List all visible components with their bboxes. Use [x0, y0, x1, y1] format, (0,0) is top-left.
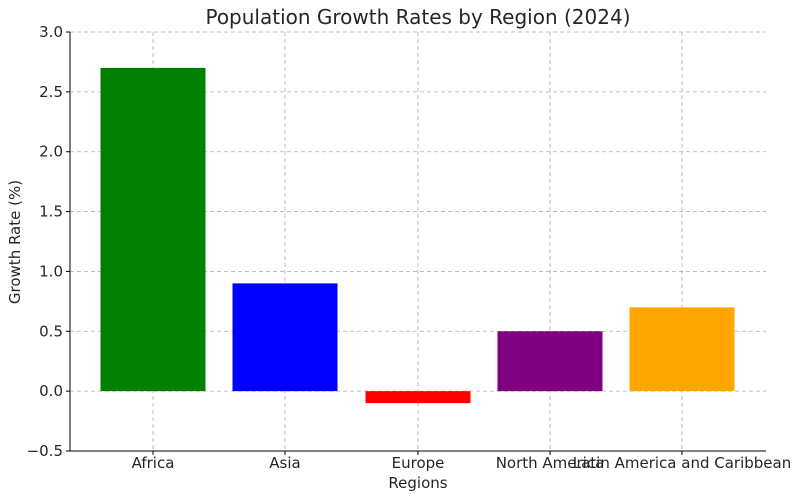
bar-europe: [365, 391, 471, 404]
bar-africa: [100, 67, 206, 392]
y-tick-label: 0.0: [39, 382, 63, 400]
x-tick-label: Latin America and Caribbean: [573, 454, 791, 472]
ticks: −0.5 0.0 0.5 1.0 1.5 2.0 2.5 3.0 Africa Asia Europ…: [27, 23, 792, 472]
x-tick-label: Europe: [392, 454, 445, 472]
y-tick-label: 0.5: [39, 322, 63, 340]
bar-latin-america-and-caribbean: [629, 307, 735, 392]
y-tick-label: 1.5: [39, 203, 63, 221]
x-axis-label: Regions: [388, 474, 447, 492]
bar-north-america: [497, 331, 603, 392]
bars: [100, 67, 735, 404]
y-axis-label: Growth Rate (%): [6, 180, 24, 304]
x-tick-label: Asia: [269, 454, 300, 472]
y-tick-label: 2.0: [39, 143, 63, 161]
bar-asia: [232, 283, 338, 392]
y-tick-label: 2.5: [39, 83, 63, 101]
y-tick-label: 1.0: [39, 262, 63, 280]
x-tick-label: Africa: [132, 454, 175, 472]
x-tick-label: North America: [496, 454, 605, 472]
chart-title: Population Growth Rates by Region (2024): [205, 5, 630, 29]
y-tick-label: 3.0: [39, 23, 63, 41]
y-tick-label: −0.5: [27, 442, 63, 460]
